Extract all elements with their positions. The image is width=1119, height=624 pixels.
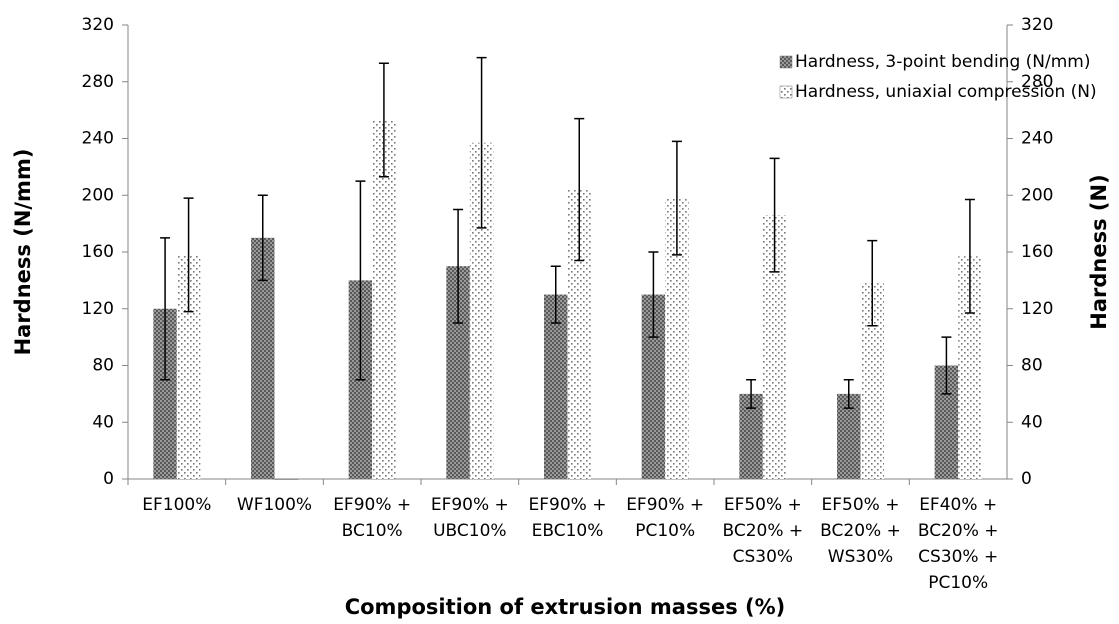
x-axis-title: Composition of extrusion masses (%) [345, 595, 786, 619]
bar [176, 254, 201, 479]
x-tick-label: PC10% [928, 573, 988, 593]
error-bar [769, 157, 780, 273]
error-bar [453, 208, 464, 324]
x-tick-label: CS30% + [918, 547, 998, 567]
bar [860, 283, 884, 479]
y-tick-label: 40 [92, 412, 114, 432]
error-bar [183, 197, 194, 313]
bar [641, 294, 666, 479]
bar [446, 266, 470, 479]
x-tick-label: CS30% [733, 547, 793, 567]
y2-tick-label: 200 [1021, 185, 1053, 205]
y-tick-label: 200 [82, 185, 114, 205]
legend-swatch [779, 55, 793, 69]
y2-tick-label: 120 [1021, 299, 1053, 319]
y-axis-title: Hardness (N/mm) [11, 149, 35, 356]
y2-tick-label: 240 [1021, 129, 1053, 149]
x-tick-label: BC20% + [722, 521, 803, 541]
x-tick-label: EF40% + [919, 495, 997, 515]
error-bar [941, 336, 952, 395]
bar [837, 393, 861, 479]
y-tick-label: 120 [82, 299, 114, 319]
error-bar [257, 194, 268, 282]
bar [469, 142, 494, 479]
bar [274, 478, 299, 480]
x-tick-label: BC20% + [820, 521, 901, 541]
x-tick-label: BC20% + [918, 521, 999, 541]
bar [934, 365, 959, 479]
error-bar [746, 378, 757, 409]
error-bar [550, 265, 561, 324]
y2-tick-label: 0 [1021, 469, 1032, 489]
error-bar [964, 198, 975, 314]
bar [762, 215, 787, 480]
y-tick-label: 240 [82, 129, 114, 149]
error-bar [160, 237, 171, 381]
x-tick-label: EBC10% [532, 521, 604, 541]
x-tick-label: WS30% [828, 547, 893, 567]
y-tick-label: 80 [92, 356, 114, 376]
error-bar [378, 62, 389, 178]
legend-swatch [779, 85, 793, 99]
y2-axis-title: Hardness (N) [1087, 174, 1111, 329]
error-bar [574, 117, 585, 262]
bar [567, 189, 591, 479]
error-bar [355, 180, 366, 381]
x-tick-label: EF90% + [529, 495, 607, 515]
y-tick-label: 280 [82, 72, 114, 92]
x-tick-label: EF90% + [626, 495, 704, 515]
y2-tick-label: 160 [1021, 242, 1053, 262]
y-tick-label: 160 [82, 242, 114, 262]
x-tick-label: BC10% [342, 521, 403, 541]
x-tick-label: EF50% + [822, 495, 900, 515]
x-tick-label: EF90% + [431, 495, 509, 515]
bar [739, 393, 763, 479]
y-tick-label: 320 [82, 15, 114, 35]
y2-tick-label: 80 [1021, 356, 1043, 376]
y2-tick-label: 320 [1021, 15, 1053, 35]
x-tick-label: EF90% + [333, 495, 411, 515]
error-bar [867, 239, 878, 327]
bar [372, 120, 396, 480]
y-tick-label: 0 [103, 469, 114, 489]
x-tick-label: WF100% [237, 495, 312, 515]
error-bar [671, 140, 682, 256]
error-bar [476, 56, 487, 229]
x-tick-label: EF50% + [724, 495, 802, 515]
legend-label: Hardness, 3-point bending (N/mm) [795, 52, 1090, 72]
x-tick-label: PC10% [635, 521, 695, 541]
x-tick-label: EF100% [142, 495, 211, 515]
bar [153, 308, 177, 479]
bar [958, 256, 982, 479]
x-tick-label: UBC10% [433, 521, 506, 541]
y2-tick-label: 40 [1021, 412, 1043, 432]
y2-tick-label: 280 [1021, 72, 1053, 92]
error-bar [648, 251, 659, 338]
error-bar [843, 378, 854, 409]
legend-label: Hardness, uniaxial compression (N) [795, 82, 1097, 102]
bar [251, 237, 275, 479]
bar [544, 294, 568, 479]
bar [665, 198, 689, 479]
